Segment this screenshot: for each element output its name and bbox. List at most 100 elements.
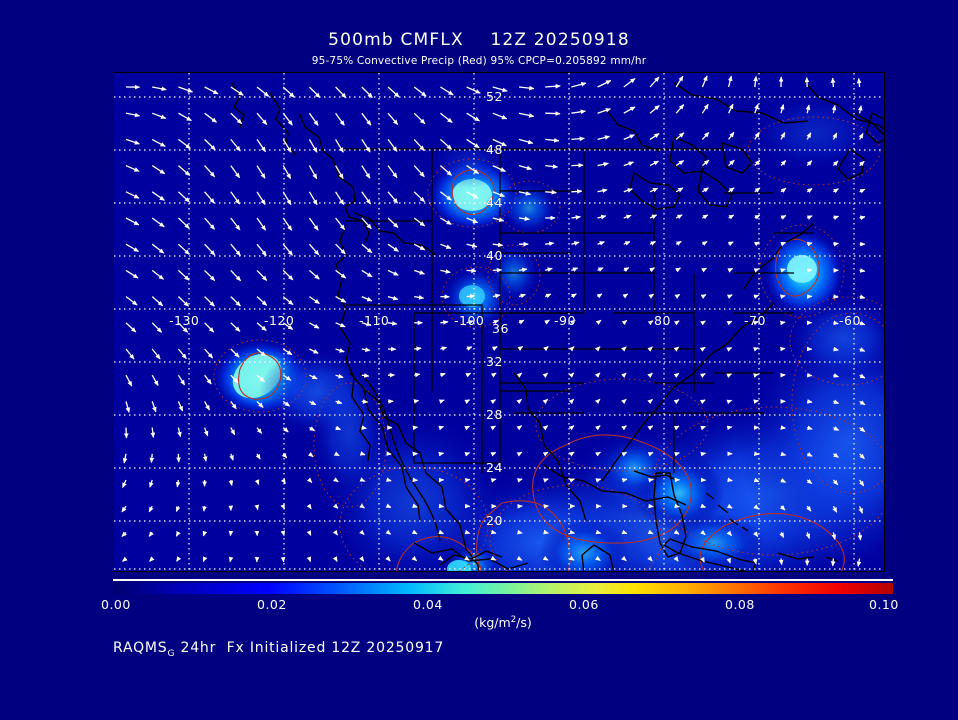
wind-vector bbox=[832, 132, 838, 140]
lon-label--90: -90 bbox=[554, 313, 576, 328]
wind-vector bbox=[647, 346, 653, 352]
wind-vector bbox=[833, 346, 839, 352]
colorbar[interactable]: 0.00 0.02 0.04 0.06 0.08 0.10 (kg/m2/s) bbox=[101, 579, 898, 630]
wind-vector bbox=[414, 295, 425, 300]
wind-vector bbox=[568, 372, 575, 378]
wind-vector bbox=[700, 556, 705, 563]
wind-vector bbox=[177, 348, 187, 360]
wind-vector bbox=[359, 477, 366, 482]
wind-vector bbox=[230, 296, 241, 307]
wind-vector bbox=[308, 112, 319, 126]
wind-vector bbox=[545, 189, 557, 195]
wind-vector bbox=[333, 477, 339, 483]
wind-vector bbox=[594, 425, 601, 431]
lat-label-32: 32 bbox=[486, 354, 503, 369]
wind-vector bbox=[308, 165, 318, 180]
wind-vector bbox=[623, 161, 634, 167]
map-panel[interactable]: -130 -120 -110 -100 -90 -80 -70 -60 36 5… bbox=[113, 72, 885, 572]
wind-vector bbox=[754, 241, 760, 247]
wind-vector bbox=[387, 295, 399, 301]
wind-vector bbox=[335, 399, 343, 405]
wind-vector bbox=[649, 214, 658, 220]
wind-vector bbox=[230, 138, 241, 152]
wind-vector bbox=[150, 427, 156, 438]
wind-vector bbox=[623, 134, 635, 140]
lat-label-52: 52 bbox=[486, 89, 503, 104]
wind-vector bbox=[568, 425, 575, 431]
wind-vector bbox=[543, 345, 549, 352]
wind-vector bbox=[230, 86, 244, 96]
wind-vector bbox=[621, 451, 628, 457]
colorbar-tick-5: 0.10 bbox=[869, 597, 899, 612]
wind-vector bbox=[361, 321, 372, 327]
lon-label--100: -100 bbox=[454, 313, 485, 328]
wind-vector bbox=[151, 348, 161, 360]
wind-vector bbox=[702, 187, 709, 193]
wind-vector bbox=[281, 452, 288, 459]
wind-vector bbox=[230, 269, 242, 282]
wind-vector bbox=[361, 243, 373, 254]
wind-vector bbox=[806, 399, 813, 404]
wind-vector bbox=[623, 106, 636, 114]
wind-vector bbox=[518, 138, 534, 145]
wind-vector bbox=[753, 451, 760, 457]
wind-vector bbox=[204, 296, 215, 307]
wind-vector bbox=[387, 269, 399, 276]
wind-vector bbox=[647, 320, 654, 326]
wind-vector bbox=[543, 529, 549, 535]
wind-vector bbox=[728, 187, 735, 193]
wind-vector bbox=[597, 214, 607, 220]
wind-vector bbox=[753, 320, 759, 326]
wind-vector bbox=[123, 427, 129, 439]
wind-vector bbox=[545, 267, 553, 272]
wind-vector bbox=[177, 401, 184, 412]
wind-vector bbox=[859, 453, 865, 460]
wind-vector bbox=[648, 477, 654, 483]
wind-vector bbox=[754, 159, 761, 167]
wind-vector bbox=[282, 191, 292, 206]
state-border-layer bbox=[344, 148, 814, 473]
wind-vector bbox=[857, 532, 863, 541]
wind-vector bbox=[151, 374, 159, 387]
wind-vector bbox=[700, 294, 707, 299]
wind-vector bbox=[621, 555, 627, 562]
wind-vector bbox=[204, 112, 217, 123]
wind-vector bbox=[177, 296, 189, 307]
wind-vector bbox=[648, 293, 655, 299]
wind-vector bbox=[568, 398, 575, 405]
wind-vector bbox=[414, 372, 421, 378]
wind-vector bbox=[151, 322, 163, 333]
wind-vector bbox=[673, 372, 680, 378]
wind-vector bbox=[833, 426, 840, 431]
wind-vector bbox=[806, 505, 812, 512]
wind-vector bbox=[833, 320, 839, 326]
lat-label-24: 24 bbox=[486, 460, 503, 475]
wind-vector bbox=[332, 503, 339, 509]
wind-vector bbox=[466, 138, 480, 149]
wind-vector bbox=[701, 131, 710, 140]
wind-vector bbox=[597, 162, 609, 167]
wind-vector bbox=[204, 401, 211, 411]
wind-vector bbox=[439, 165, 453, 176]
wind-vector bbox=[440, 191, 452, 201]
wind-vector bbox=[518, 216, 530, 222]
wind-vector bbox=[859, 294, 866, 300]
wind-vector bbox=[490, 425, 497, 431]
wind-vector bbox=[230, 427, 236, 436]
wind-vector bbox=[806, 187, 813, 193]
wind-vector bbox=[464, 425, 471, 431]
wind-vector bbox=[255, 453, 261, 460]
wind-vector bbox=[516, 372, 523, 378]
map-canvas bbox=[114, 73, 884, 571]
wind-vector bbox=[673, 425, 680, 431]
wind-vector bbox=[256, 86, 270, 97]
wind-vector bbox=[385, 503, 392, 509]
wind-vector bbox=[804, 77, 810, 88]
wind-vector bbox=[753, 75, 758, 88]
wind-vector bbox=[700, 320, 706, 326]
wind-vector bbox=[175, 479, 181, 488]
wind-vector bbox=[176, 556, 182, 562]
wind-vector bbox=[125, 374, 133, 387]
wind-vector bbox=[464, 477, 471, 483]
wind-vector bbox=[647, 555, 653, 562]
